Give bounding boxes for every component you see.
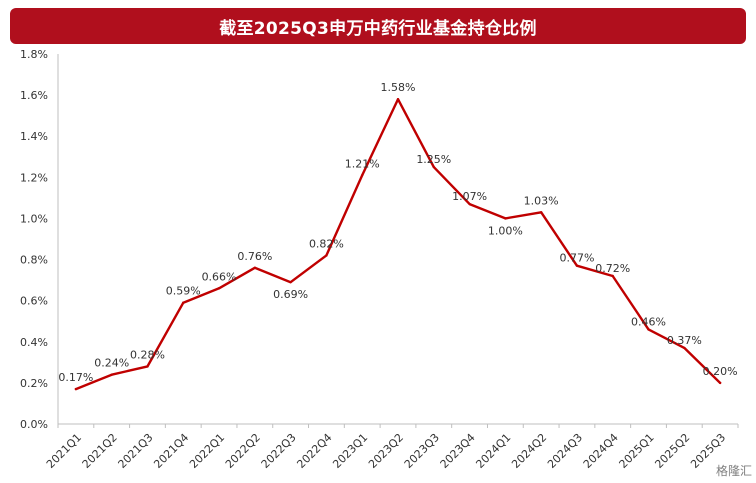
data-point	[432, 165, 435, 169]
data-point	[575, 264, 579, 267]
y-tick-label: 0.0%	[20, 418, 48, 431]
x-tick-label: 2022Q4	[294, 431, 334, 471]
data-label: 0.76%	[237, 250, 272, 263]
data-label: 0.59%	[166, 285, 201, 298]
data-point	[325, 254, 328, 257]
data-point	[182, 301, 185, 304]
data-label: 0.17%	[58, 371, 93, 384]
data-point	[146, 365, 149, 368]
x-tick-label: 2022Q2	[223, 431, 263, 471]
watermark-logo: 格隆汇	[715, 464, 752, 478]
x-axis-ticks: 2021Q12021Q22021Q32021Q42022Q12022Q22022…	[44, 424, 739, 471]
x-tick-label: 2024Q3	[545, 431, 585, 471]
y-tick-label: 1.4%	[20, 130, 48, 143]
x-tick-label: 2024Q1	[473, 431, 513, 471]
data-label: 0.37%	[667, 334, 702, 347]
series-line	[74, 97, 722, 391]
y-tick-label: 0.8%	[20, 254, 48, 267]
y-tick-label: 0.4%	[20, 336, 48, 349]
data-point	[539, 211, 543, 214]
data-point	[611, 274, 614, 278]
x-tick-label: 2025Q1	[617, 431, 657, 471]
x-tick-label: 2023Q3	[402, 431, 442, 471]
data-point	[110, 373, 113, 376]
data-label: 1.07%	[452, 190, 487, 203]
x-tick-label: 2021Q3	[116, 431, 156, 471]
data-point	[289, 280, 292, 284]
x-tick-label: 2021Q1	[44, 431, 84, 471]
data-label: 0.69%	[273, 288, 308, 301]
data-label: 1.58%	[381, 81, 416, 94]
y-tick-label: 1.0%	[20, 212, 48, 225]
data-point	[647, 328, 650, 331]
y-tick-label: 0.2%	[20, 377, 48, 390]
data-label: 0.82%	[309, 237, 344, 250]
data-point	[217, 287, 221, 290]
y-tick-label: 0.6%	[20, 295, 48, 308]
x-tick-label: 2024Q4	[581, 431, 621, 471]
data-point	[718, 381, 722, 385]
data-point	[683, 346, 686, 350]
y-axis-ticks: 0.0% 0.2% 0.4% 0.6% 0.8% 1.0% 1.2% 1.4% 1.6% 1.8%	[20, 48, 48, 431]
x-tick-label: 2022Q1	[187, 431, 227, 471]
data-label: 0.20%	[703, 365, 738, 378]
data-label: 1.00%	[488, 224, 523, 237]
x-tick-label: 2024Q2	[509, 431, 549, 471]
data-label: 0.72%	[595, 262, 630, 275]
data-label: 0.24%	[94, 357, 129, 370]
data-label: 1.25%	[416, 153, 451, 166]
y-tick-label: 1.8%	[20, 48, 48, 61]
data-label: 0.46%	[631, 315, 666, 328]
x-tick-label: 2023Q1	[330, 431, 370, 471]
data-label-group: 0.17%0.24%0.28% 0.59%0.66%0.76% 0.69% 0.82%…	[58, 81, 737, 384]
data-label: 1.03%	[524, 194, 559, 207]
x-tick-label: 2022Q3	[259, 431, 299, 471]
x-tick-label: 2023Q2	[366, 431, 406, 471]
data-point	[504, 217, 507, 220]
data-label: 0.77%	[559, 252, 594, 265]
data-label: 0.66%	[202, 270, 237, 283]
y-tick-label: 1.2%	[20, 171, 48, 184]
data-point	[396, 98, 400, 101]
series-line-group	[74, 97, 722, 391]
data-label: 1.21%	[345, 157, 380, 170]
data-point	[74, 387, 78, 391]
data-point	[468, 202, 471, 206]
chart-title-bar: 截至2025Q3申万中药行业基金持仓比例	[10, 8, 746, 44]
x-tick-label: 2025Q2	[652, 431, 692, 471]
data-label: 0.28%	[130, 348, 165, 361]
data-point	[253, 266, 257, 269]
x-tick-label: 2023Q4	[438, 431, 478, 471]
data-point	[361, 174, 364, 177]
chart-axes	[57, 54, 738, 425]
x-tick-label: 2021Q2	[80, 431, 120, 471]
chart-title: 截至2025Q3申万中药行业基金持仓比例	[219, 18, 537, 39]
x-tick-label: 2021Q4	[151, 431, 191, 471]
y-tick-label: 1.6%	[20, 89, 48, 102]
